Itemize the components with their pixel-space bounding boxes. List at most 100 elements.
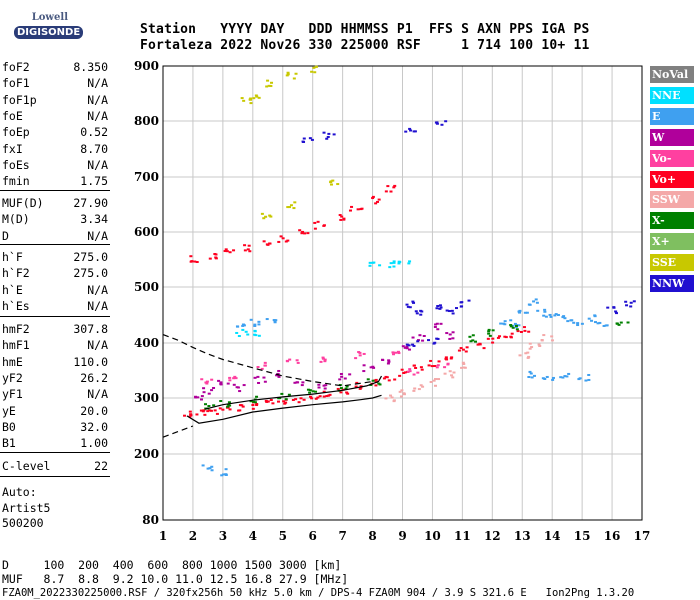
- data-point: [501, 322, 505, 325]
- data-point: [327, 394, 331, 397]
- y-tick-label: 400: [134, 336, 159, 350]
- data-point: [238, 404, 242, 407]
- data-point: [358, 351, 362, 354]
- param-value: 275.0: [73, 266, 108, 281]
- data-point: [590, 319, 594, 322]
- profile-curve-dashed-upper: [162, 334, 373, 387]
- data-point: [405, 345, 409, 348]
- param-name: foF1p: [2, 92, 37, 107]
- data-point: [407, 344, 411, 347]
- param-row-fxi: fxI 8.70: [2, 142, 108, 158]
- data-point: [405, 347, 409, 350]
- trace-f2-trace-o-: [183, 326, 531, 418]
- data-point: [345, 391, 349, 394]
- data-point: [336, 387, 340, 390]
- data-point: [450, 374, 454, 377]
- data-point: [550, 339, 554, 342]
- data-point: [204, 381, 208, 384]
- data-point: [478, 343, 482, 346]
- data-point: [418, 334, 422, 337]
- param-row-ye: yE 20.0: [2, 404, 108, 420]
- data-point: [389, 394, 393, 397]
- data-point: [511, 326, 515, 329]
- data-point: [284, 240, 288, 243]
- data-point: [249, 400, 253, 403]
- data-point: [408, 306, 412, 309]
- data-point: [522, 326, 526, 329]
- data-point: [222, 473, 226, 476]
- data-point: [286, 206, 290, 209]
- data-point: [429, 380, 433, 383]
- data-point: [528, 347, 532, 350]
- data-point: [402, 392, 406, 395]
- data-point: [346, 392, 350, 395]
- data-point: [433, 341, 437, 344]
- data-point: [518, 354, 522, 357]
- param-row-foep: foEp 0.52: [2, 125, 108, 141]
- data-point: [293, 201, 297, 204]
- data-point: [263, 364, 267, 367]
- data-point: [524, 352, 528, 355]
- data-point: [199, 409, 203, 412]
- data-point: [362, 352, 366, 355]
- data-point: [201, 410, 205, 413]
- data-point: [253, 324, 257, 327]
- data-point: [287, 393, 291, 396]
- data-point: [355, 381, 359, 384]
- data-point: [202, 409, 206, 412]
- data-point: [540, 339, 544, 342]
- data-point: [450, 309, 454, 312]
- data-point: [368, 261, 372, 264]
- data-point: [550, 335, 554, 338]
- data-point: [348, 373, 352, 376]
- param-value: 0.52: [80, 125, 108, 140]
- data-point: [548, 313, 552, 316]
- data-point: [248, 250, 252, 253]
- data-point: [206, 467, 210, 470]
- data-point: [267, 84, 271, 87]
- data-point: [439, 322, 443, 325]
- data-point: [200, 395, 204, 398]
- data-point: [354, 385, 358, 388]
- data-point: [256, 366, 260, 369]
- data-point: [432, 379, 436, 382]
- data-point: [433, 325, 437, 328]
- data-point: [213, 252, 217, 255]
- data-point: [284, 401, 288, 404]
- data-point: [255, 404, 259, 407]
- param-value: N/A: [87, 92, 108, 107]
- data-point: [449, 357, 453, 360]
- param-row-md: M(D) 3.34: [2, 212, 108, 228]
- param-name: yE: [2, 403, 16, 418]
- data-point: [455, 307, 459, 310]
- data-point: [615, 322, 619, 325]
- x-tick-label: 16: [604, 529, 621, 543]
- param-row-b0: B0 32.0: [2, 420, 108, 436]
- data-point: [537, 343, 541, 346]
- data-point: [416, 340, 420, 343]
- data-point: [313, 71, 317, 74]
- y-tick-label: 300: [134, 391, 159, 405]
- data-point: [405, 343, 409, 346]
- data-point: [461, 348, 465, 351]
- data-point: [253, 401, 257, 404]
- data-point: [411, 336, 415, 339]
- data-point: [530, 376, 534, 379]
- data-point: [412, 364, 416, 367]
- data-point: [448, 370, 452, 373]
- data-point: [388, 266, 392, 269]
- data-point: [241, 324, 245, 327]
- param-name: h`E: [2, 282, 23, 297]
- data-point: [471, 339, 475, 342]
- data-point: [313, 221, 317, 224]
- auto-scaling-line: 500200: [2, 516, 44, 530]
- data-point: [436, 364, 440, 367]
- data-point: [251, 404, 255, 407]
- data-point: [377, 198, 381, 201]
- data-point: [238, 409, 242, 412]
- param-row-d: D N/A: [2, 229, 108, 245]
- data-point: [444, 356, 448, 359]
- data-point: [482, 347, 486, 350]
- data-point: [356, 208, 360, 211]
- data-point: [362, 370, 366, 373]
